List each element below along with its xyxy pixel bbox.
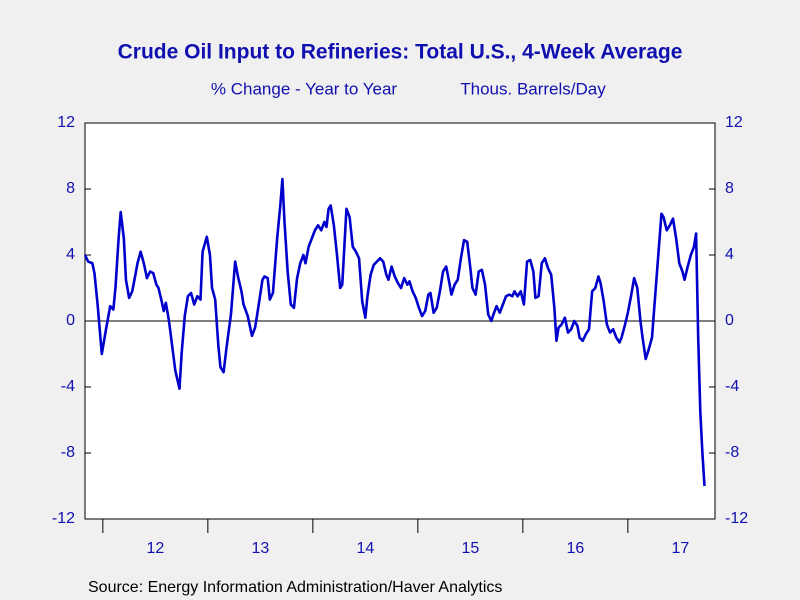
x-tick-label: 17	[671, 540, 689, 557]
subtitle: Thous. Barrels/Day	[460, 79, 606, 98]
y-tick-label: 4	[66, 246, 75, 263]
y-tick-label: 0	[66, 312, 75, 329]
chart-title: Crude Oil Input to Refineries: Total U.S…	[118, 41, 683, 64]
y-tick-label: -12	[52, 510, 75, 527]
y2-tick-label: -4	[725, 378, 739, 395]
y2-tick-label: -12	[725, 510, 748, 527]
y-tick-label: 12	[57, 114, 75, 131]
y2-tick-label: 4	[725, 246, 734, 263]
y2-tick-label: 8	[725, 180, 734, 197]
subtitle: % Change - Year to Year	[211, 79, 398, 98]
y2-tick-label: -8	[725, 444, 739, 461]
x-tick-label: 15	[461, 540, 479, 557]
y2-tick-label: 0	[725, 312, 734, 329]
source-note: Source: Energy Information Administratio…	[88, 579, 502, 596]
x-tick-label: 13	[251, 540, 269, 557]
y-tick-label: 8	[66, 180, 75, 197]
y-tick-label: -8	[61, 444, 75, 461]
x-tick-label: 16	[566, 540, 584, 557]
data-line	[83, 177, 706, 487]
x-tick-label: 12	[146, 540, 164, 557]
x-tick-label: 14	[356, 540, 374, 557]
y-tick-label: -4	[61, 378, 75, 395]
y2-tick-label: 12	[725, 114, 743, 131]
